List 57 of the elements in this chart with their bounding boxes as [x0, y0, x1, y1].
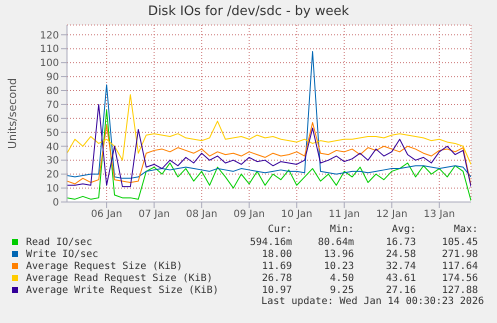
text: 24.58: [384, 248, 416, 260]
x-tick-label: 06 Jan: [90, 209, 122, 220]
text: 271.98: [440, 248, 478, 260]
line-series: [67, 104, 471, 188]
x-tick-label: 13 Jan: [424, 209, 455, 220]
y-tick-label: 90: [46, 72, 59, 84]
x-tick-label: 12 Jan: [376, 209, 408, 220]
text: 117.64: [440, 260, 478, 272]
text: Min:: [328, 224, 354, 236]
line-series: [67, 94, 471, 165]
text: 105.45: [440, 236, 478, 248]
y-axis-title: Units/second: [6, 78, 19, 150]
text: 32.74: [384, 260, 416, 272]
line-series: [67, 50, 471, 179]
y-tick-label: 50: [46, 128, 59, 139]
text: 127.88: [440, 284, 478, 296]
text: 27.16: [384, 284, 416, 296]
text: Cur:: [266, 224, 292, 236]
legend-label: Average Read Request Size (KiB): [26, 272, 214, 284]
text: 26.78: [260, 272, 292, 284]
legend-label: Average Request Size (KiB): [26, 260, 184, 272]
text: Max:: [452, 224, 478, 236]
text: 16.73: [384, 236, 416, 248]
y-tick-label: 120: [40, 30, 59, 42]
text: 594.16m: [248, 236, 292, 248]
text: 10.23: [322, 260, 354, 272]
y-tick-label: 110: [40, 44, 59, 56]
text: 13.96: [322, 248, 354, 260]
legend-label: Average Write Request Size (KiB): [26, 284, 220, 296]
y-tick-label: 40: [46, 142, 59, 153]
y-tick-label: 0: [52, 198, 59, 209]
text: 11.69: [260, 260, 292, 272]
chart-title: Disk IOs for /dev/sdc - by week: [146, 3, 350, 21]
y-tick-label: 20: [46, 170, 59, 181]
x-tick-label: 11 Jan: [328, 209, 360, 220]
line-series: [67, 122, 471, 186]
text: 174.56: [440, 272, 478, 284]
x-tick-label: 07 Jan: [138, 209, 170, 220]
legend-label: Write IO/sec: [26, 248, 100, 260]
text: 9.25: [328, 284, 354, 296]
text: 18.00: [260, 248, 292, 260]
y-tick-label: 10: [46, 184, 59, 195]
y-tick-label: 80: [46, 86, 59, 98]
text: 43.61: [384, 272, 416, 284]
y-tick-label: 70: [46, 100, 59, 111]
legend-label: Read IO/sec: [26, 236, 94, 248]
y-tick-label: 60: [46, 114, 59, 125]
x-tick-label: 08 Jan: [186, 209, 218, 220]
y-tick-label: 100: [40, 58, 59, 70]
y-tick-label: 30: [46, 156, 59, 167]
text: 80.64m: [316, 236, 354, 248]
x-tick-label: 10 Jan: [281, 209, 312, 220]
text: Avg:: [390, 224, 416, 236]
text: 4.50: [328, 272, 354, 284]
text: 10.97: [260, 284, 292, 296]
x-tick-label: 09 Jan: [234, 209, 265, 220]
text: Last update: Wed Jan 14 00:30:23 2026: [260, 296, 484, 308]
